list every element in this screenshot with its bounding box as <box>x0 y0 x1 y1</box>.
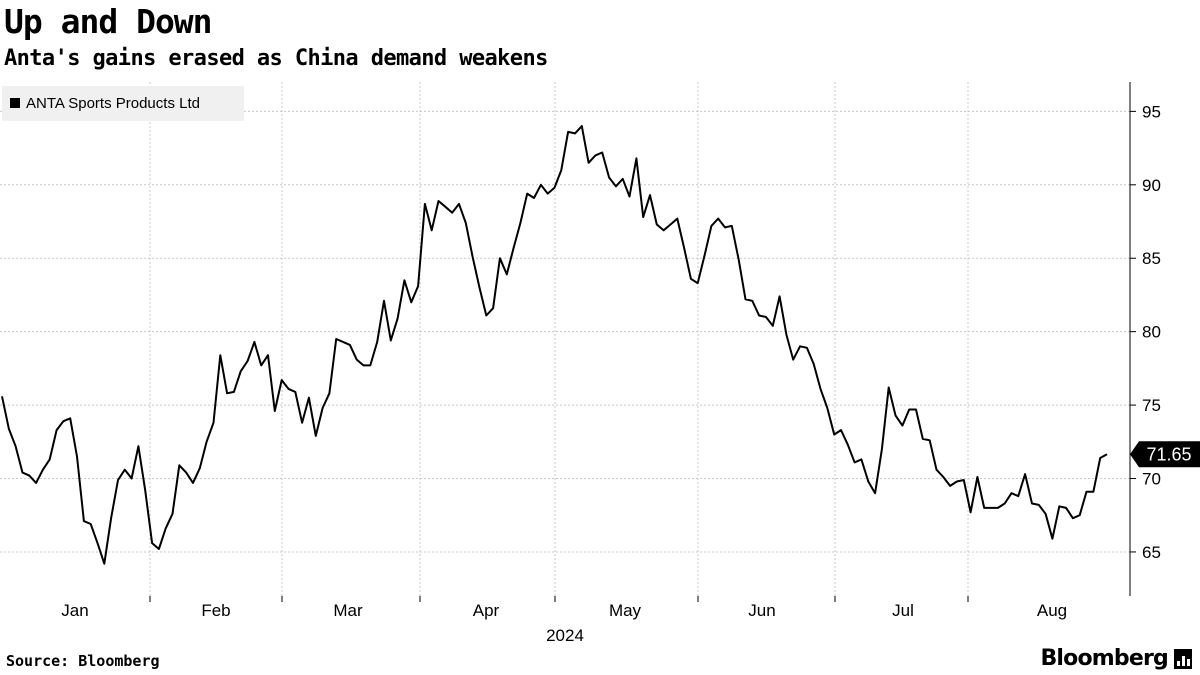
legend-swatch <box>10 98 20 108</box>
x-tick-label-jan: Jan <box>61 601 88 620</box>
grid-layer <box>0 82 1130 596</box>
last-value-label-box <box>1130 441 1200 468</box>
y-tick-label: 90 <box>1142 176 1161 195</box>
last-value-label-text: 71.65 <box>1146 444 1191 464</box>
legend-label: ANTA Sports Products Ltd <box>26 95 200 112</box>
y-tick-label: 85 <box>1142 249 1161 268</box>
x-tick-label-aug: Aug <box>1037 601 1067 620</box>
x-axis-year-label: 2024 <box>546 626 584 645</box>
brand-name: Bloomberg <box>1040 646 1168 671</box>
series-layer <box>1 125 1108 565</box>
axis-layer: 65 70 75 80 85 90 95 Jan Feb Mar Apr May Jun Jul Aug 20… <box>61 82 1161 645</box>
chart-title: Up and Down <box>4 2 213 41</box>
y-tick-label: 70 <box>1142 470 1161 489</box>
source-note: Source: Bloomberg <box>6 652 160 670</box>
legend[interactable]: ANTA Sports Products Ltd <box>2 86 244 121</box>
chart-subtitle: Anta's gains erased as China demand weak… <box>4 46 548 71</box>
bloomberg-bars-icon <box>1174 648 1192 669</box>
series-line-anta <box>1 125 1108 565</box>
x-tick-label-jun: Jun <box>748 601 775 620</box>
last-value-label: 71.65 <box>1130 441 1200 468</box>
x-tick-label-feb: Feb <box>201 601 230 620</box>
y-tick-label: 65 <box>1142 543 1161 562</box>
y-tick-label: 75 <box>1142 396 1161 415</box>
x-tick-label-jul: Jul <box>892 601 914 620</box>
x-tick-label-apr: Apr <box>473 601 500 620</box>
legend-background <box>2 86 244 121</box>
x-tick-label-mar: Mar <box>333 601 363 620</box>
brand: Bloomberg <box>1040 646 1192 671</box>
x-tick-label-may: May <box>609 601 642 620</box>
y-tick-label: 95 <box>1142 102 1161 121</box>
y-tick-label: 80 <box>1142 323 1161 342</box>
